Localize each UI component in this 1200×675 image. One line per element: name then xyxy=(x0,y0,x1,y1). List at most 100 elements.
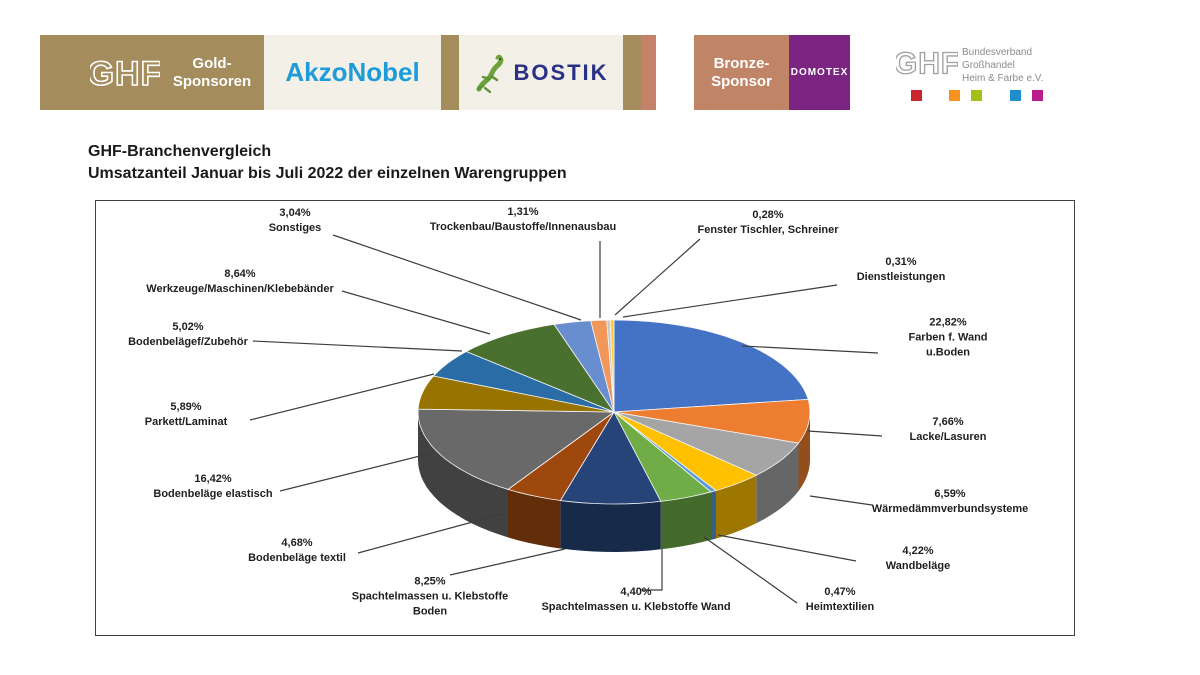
slice-value: 4,22% xyxy=(902,545,934,557)
pie-slice xyxy=(613,319,809,413)
pie-slice xyxy=(417,408,616,490)
leader-line xyxy=(640,549,663,591)
pie-slice-side xyxy=(508,489,561,549)
leader-line xyxy=(741,345,879,354)
leader-line xyxy=(809,495,873,506)
gold-separator-bar xyxy=(441,35,459,110)
slice-name: Bodenbeläge textil xyxy=(248,552,346,564)
pie-slice xyxy=(613,411,712,502)
slice-value: 8,64% xyxy=(224,268,256,280)
slice-value: 0,31% xyxy=(885,256,917,268)
association-name: Bundesverband Großhandel Heim & Farbe e.… xyxy=(962,47,1044,84)
leader-line xyxy=(252,340,463,352)
slice-name: Wärmedämmverbundsysteme xyxy=(871,503,1029,515)
pie-chart-svg xyxy=(249,234,883,604)
slice-label: 0,31% Dienstleistungen xyxy=(857,255,946,285)
chart-title-line2: Umsatzanteil Januar bis Juli 2022 der ei… xyxy=(88,165,567,182)
bostik-logo: BOSTIK xyxy=(513,59,609,85)
slice-label: 8,25% Spachtelmassen u. Klebstoffe Boden xyxy=(352,575,509,620)
slice-label: 0,47% Heimtextilien xyxy=(806,585,874,615)
ghf-logo-icon: GHF xyxy=(90,54,160,94)
slice-value: 3,04% xyxy=(279,207,311,219)
pie-slice-side xyxy=(711,490,716,540)
pie-slice xyxy=(507,411,615,501)
slice-value: 7,66% xyxy=(932,416,964,428)
slice-name: Heimtextilien xyxy=(805,601,875,613)
slice-value: 5,89% xyxy=(170,401,202,413)
gold-sponsor-block: GHF Gold- Sponsoren xyxy=(40,35,264,110)
color-square-magenta xyxy=(1032,90,1043,101)
slice-name: Farben f. Wand u.Boden xyxy=(908,331,988,359)
slice-name: Bodenbeläge elastisch xyxy=(153,488,273,500)
leader-line xyxy=(332,234,582,321)
pie-slice xyxy=(609,319,615,413)
slice-value: 4,40% xyxy=(620,586,652,598)
slice-value: 22,82% xyxy=(929,316,967,329)
ghf-logo-gray-icon: GHF xyxy=(893,47,960,81)
pie-slice xyxy=(613,398,811,444)
slice-label: 1,31% Trockenbau/Baustoffe/Innenausbau xyxy=(430,205,616,235)
slice-name: Werkzeuge/Maschinen/Klebebänder xyxy=(146,283,334,295)
slice-label: 5,02% Bodenbelägef/Zubehör xyxy=(128,320,248,350)
slice-value: 5,02% xyxy=(172,321,204,333)
slice-name: Dienstleistungen xyxy=(856,271,946,283)
pie-slice xyxy=(613,411,800,476)
chart-title: GHF-Branchenvergleich Umsatzanteil Janua… xyxy=(88,141,567,185)
chart-panel: 22,82% Farben f. Wand u.Boden 7,66% Lacke/L… xyxy=(95,200,1075,636)
slice-name: Spachtelmassen u. Klebstoffe Boden xyxy=(351,590,509,618)
color-square-red xyxy=(911,90,922,101)
leader-line xyxy=(249,373,435,421)
domotex-logo: DOMOTEX xyxy=(790,67,849,78)
bronze-sponsor-block: Bronze- Sponsor xyxy=(694,35,789,110)
pie-slice xyxy=(432,351,615,413)
gold-sponsors-label: Gold- Sponsoren xyxy=(172,54,252,90)
pie-slice xyxy=(417,375,615,413)
leader-line xyxy=(341,290,491,335)
pie-slice-side xyxy=(560,500,661,552)
slice-value: 16,42% xyxy=(194,473,232,485)
bostik-gecko-icon xyxy=(476,54,504,93)
pie-slice-side xyxy=(798,412,810,492)
akzonobel-logo: AkzoNobel xyxy=(285,57,420,87)
slice-name: Parkett/Laminat xyxy=(144,416,228,428)
leader-line xyxy=(614,238,701,316)
slice-label: 5,89% Parkett/Laminat xyxy=(145,400,228,430)
slice-label: 4,40% Spachtelmassen u. Klebstoffe Wand xyxy=(541,585,730,615)
leader-line xyxy=(807,430,883,437)
pie-slice xyxy=(613,411,758,492)
slice-value: 0,47% xyxy=(824,586,856,598)
pie-slice-side xyxy=(418,412,508,538)
salmon-separator-bar xyxy=(641,35,656,110)
leader-line xyxy=(279,452,433,492)
akzonobel-logo-block: AkzoNobel xyxy=(264,35,441,110)
svg-text:GHF: GHF xyxy=(896,48,958,81)
leader-line xyxy=(703,536,798,604)
leader-line xyxy=(357,512,507,554)
leader-line xyxy=(717,534,857,562)
color-square-orange xyxy=(949,90,960,101)
slice-label: 16,42% Bodenbeläge elastisch xyxy=(153,472,272,502)
slice-name: Lacke/Lasuren xyxy=(909,431,987,443)
pie-slice-side xyxy=(756,443,799,524)
slice-label: 3,04% Sonstiges xyxy=(269,206,322,236)
slice-value: 6,59% xyxy=(934,488,966,500)
slice-name: Trockenbau/Baustoffe/Innenausbau xyxy=(429,221,617,233)
slice-label: 4,22% Wandbeläge xyxy=(886,544,950,574)
pie-slice xyxy=(465,323,616,413)
svg-text:GHF: GHF xyxy=(90,55,160,93)
leader-line xyxy=(449,548,566,576)
gold-separator-bar-2 xyxy=(623,35,641,110)
slice-label: 22,82% Farben f. Wand u.Boden xyxy=(885,316,1011,361)
slice-name: Fenster Tischler, Schreiner xyxy=(697,224,839,236)
slice-name: Spachtelmassen u. Klebstoffe Wand xyxy=(541,601,731,613)
slice-label: 0,28% Fenster Tischler, Schreiner xyxy=(697,208,838,238)
leader-line xyxy=(622,284,838,318)
color-square-green xyxy=(971,90,982,101)
slice-name: Sonstiges xyxy=(268,222,322,234)
pie-slice-side xyxy=(660,491,711,550)
association-logo-block: GHF Bundesverband Großhandel Heim & Farb… xyxy=(893,42,1096,112)
slice-value: 1,31% xyxy=(507,206,539,218)
slice-value: 0,28% xyxy=(752,209,784,221)
color-square-blue xyxy=(1010,90,1021,101)
slice-name: Wandbeläge xyxy=(885,560,951,572)
